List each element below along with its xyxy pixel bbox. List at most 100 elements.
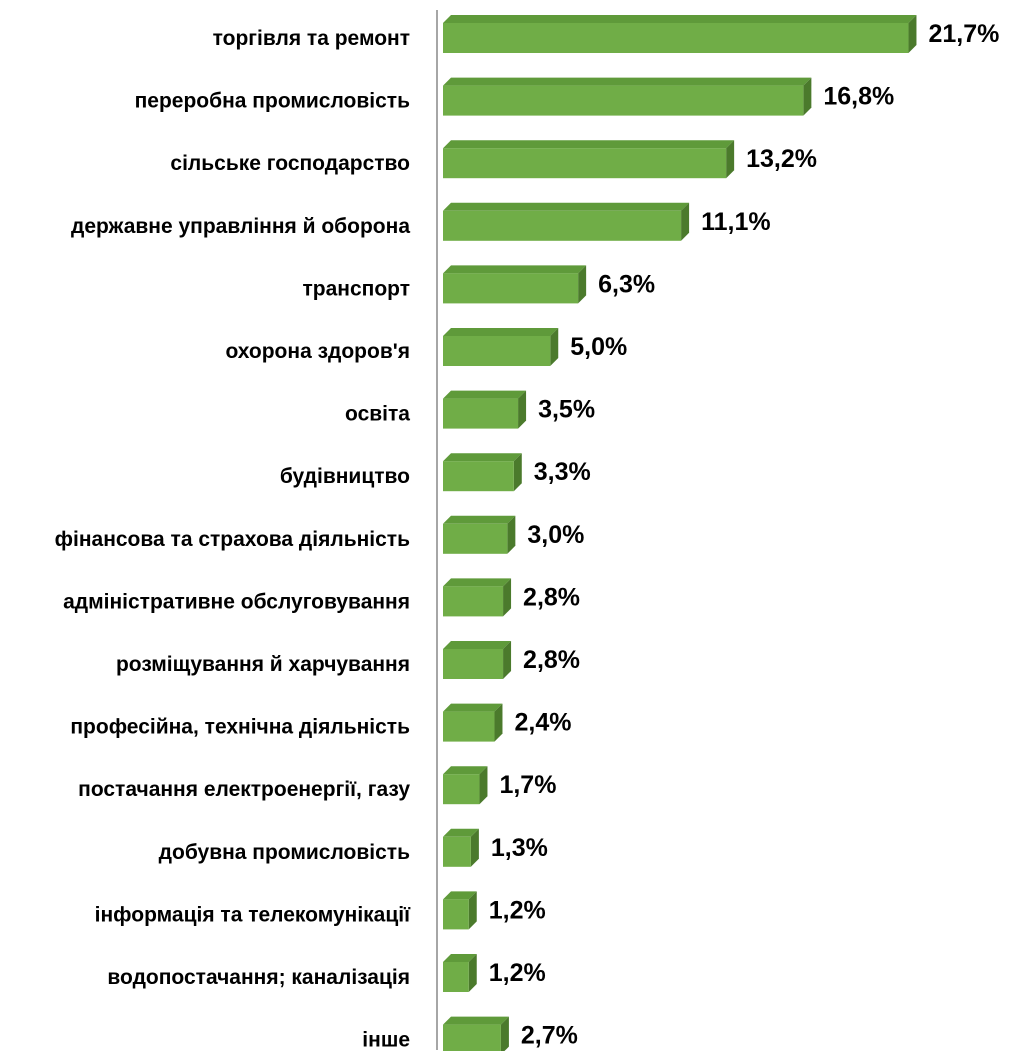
bar-top-face	[443, 515, 516, 524]
category-label: транспорт	[302, 277, 410, 300]
bar-side-face	[726, 140, 735, 179]
bar-3d	[443, 15, 917, 53]
bar-top-face	[443, 578, 512, 587]
bar	[443, 962, 469, 992]
value-label: 2,8%	[523, 583, 580, 611]
bar	[443, 85, 804, 116]
bar-side-face	[470, 828, 479, 867]
bar-3d	[443, 515, 516, 554]
category-label: постачання електроенергії, газу	[78, 778, 410, 801]
bar	[443, 523, 508, 554]
bar-3d	[443, 77, 812, 116]
value-label: 1,7%	[499, 771, 556, 799]
bar-top-face	[443, 15, 917, 23]
labels-layer: торгівля та ремонт 21,7% переробна промисл…	[55, 20, 1000, 1052]
bar	[443, 461, 514, 492]
bar-top-face	[443, 891, 477, 900]
bar-side-face	[908, 15, 917, 53]
bar-top-face	[443, 328, 559, 336]
bar-top-face	[443, 828, 479, 837]
bar	[443, 336, 551, 366]
bar-top-face	[443, 453, 522, 462]
bar-top-face	[443, 703, 503, 712]
value-label: 21,7%	[928, 20, 999, 48]
bar	[443, 23, 909, 53]
bar	[443, 210, 682, 241]
bar-3d	[443, 140, 735, 179]
bar-3d	[443, 1016, 509, 1055]
category-label: державне управління й оборона	[71, 215, 410, 238]
value-label: 6,3%	[598, 270, 655, 298]
category-label: переробна промисловість	[135, 90, 410, 113]
bar-top-face	[443, 766, 488, 775]
bar-top-face	[443, 641, 512, 649]
bar	[443, 398, 519, 429]
bar-3d	[443, 578, 512, 617]
value-label: 16,8%	[823, 83, 894, 111]
bar	[443, 1024, 501, 1055]
category-label: освіта	[345, 403, 410, 426]
value-label: 1,3%	[491, 834, 548, 862]
bar	[443, 899, 469, 930]
bar-top-face	[443, 140, 735, 149]
bar-3d	[443, 390, 527, 429]
bar-top-face	[443, 77, 812, 86]
value-label: 3,0%	[527, 521, 584, 549]
category-label: охорона здоров'я	[225, 340, 410, 363]
bar-3d	[443, 954, 477, 992]
value-label: 3,5%	[538, 396, 595, 424]
bar-3d	[443, 202, 690, 241]
bars-layer	[443, 15, 917, 1055]
bar-top-face	[443, 1016, 509, 1025]
value-label: 2,7%	[521, 1022, 578, 1050]
value-label: 1,2%	[489, 959, 546, 987]
bar-3d	[443, 828, 479, 867]
bar-3d	[443, 703, 503, 742]
bar-top-face	[443, 265, 587, 274]
category-label: фінансова та страхова діяльність	[55, 528, 410, 551]
bar-side-face	[468, 891, 477, 930]
category-label: водопостачання; каналізація	[107, 966, 410, 989]
value-label: 2,4%	[514, 709, 571, 737]
value-label: 11,1%	[701, 208, 771, 236]
bar-3d	[443, 641, 512, 679]
category-label: розміщування й харчування	[116, 653, 410, 676]
category-label: професійна, технічна діяльність	[70, 716, 410, 739]
category-label: інше	[362, 1029, 410, 1051]
bar-top-face	[443, 390, 527, 399]
value-label: 5,0%	[570, 333, 627, 361]
category-label: сільське господарство	[170, 152, 410, 175]
bar-3d	[443, 328, 559, 366]
category-label: інформація та телекомунікації	[95, 903, 411, 926]
category-label: адміністративне обслуговування	[63, 590, 410, 613]
bar	[443, 774, 480, 805]
bar-side-face	[803, 77, 812, 116]
bar-side-face	[503, 641, 512, 679]
bar	[443, 836, 471, 867]
value-label: 1,2%	[489, 896, 546, 924]
bar-side-face	[479, 766, 488, 805]
bar-3d	[443, 265, 587, 304]
category-label: торгівля та ремонт	[213, 27, 410, 50]
bar	[443, 273, 579, 304]
bar	[443, 649, 504, 679]
bar-side-face	[513, 453, 522, 492]
bar-side-face	[500, 1016, 509, 1055]
bar-3d	[443, 453, 522, 492]
bar-side-face	[503, 578, 512, 617]
bar	[443, 148, 727, 179]
bar-side-face	[550, 328, 559, 366]
bar-top-face	[443, 202, 690, 211]
bar	[443, 711, 495, 742]
category-label: будівництво	[280, 465, 410, 488]
value-label: 13,2%	[746, 145, 817, 173]
value-label: 3,3%	[534, 458, 591, 486]
bar-side-face	[518, 390, 527, 429]
bar-side-face	[681, 202, 690, 241]
bar	[443, 586, 504, 617]
bar-3d	[443, 766, 488, 805]
value-label: 2,8%	[523, 646, 580, 674]
bar-side-face	[507, 515, 516, 554]
